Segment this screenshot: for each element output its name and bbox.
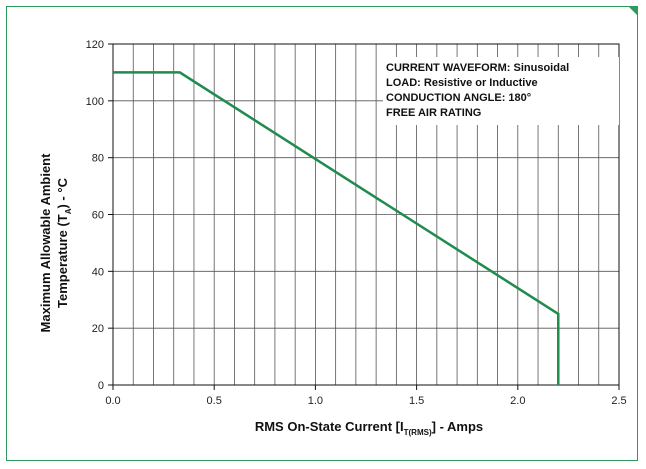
y-tick-label: 40	[92, 266, 104, 278]
annotation-line: LOAD: Resistive or Inductive	[386, 77, 538, 89]
y-axis-ticks: 0 20 40 60 80 100 120	[86, 39, 113, 392]
annotation-block: CURRENT WAVEFORM: Sinusoidal LOAD: Resist…	[386, 62, 569, 119]
x-tick-label: 2.0	[510, 395, 525, 407]
x-tick-label: 1.5	[409, 395, 424, 407]
x-axis-ticks: 0.0 0.5 1.0 1.5 2.0 2.5	[105, 385, 627, 407]
annotation-background	[383, 57, 619, 125]
y-tick-label: 0	[98, 380, 104, 392]
y-axis-title-line-2: Temperature (TA) - °C	[55, 177, 73, 308]
derating-curve	[113, 71, 560, 385]
y-axis-title-line-1: Maximum Allowable Ambient	[38, 153, 53, 333]
annotation-line: CONDUCTION ANGLE: 180°	[386, 92, 531, 104]
x-tick-label: 1.0	[308, 395, 323, 407]
x-tick-label: 0.0	[105, 395, 120, 407]
y-tick-label: 120	[86, 39, 104, 51]
figure-frame	[6, 6, 638, 461]
y-tick-label: 20	[92, 323, 104, 335]
annotation-line: CURRENT WAVEFORM: Sinusoidal	[386, 62, 569, 74]
x-tick-label: 0.5	[207, 395, 222, 407]
x-axis-title: RMS On-State Current [IT(RMS)] - Amps	[255, 419, 483, 437]
y-tick-label: 60	[92, 210, 104, 222]
x-tick-label: 2.5	[611, 395, 626, 407]
y-tick-label: 100	[86, 96, 104, 108]
y-tick-label: 80	[92, 153, 104, 165]
annotation-line: FREE AIR RATING	[386, 107, 481, 119]
series-group	[113, 71, 560, 385]
frame-corner-accent	[628, 6, 638, 16]
